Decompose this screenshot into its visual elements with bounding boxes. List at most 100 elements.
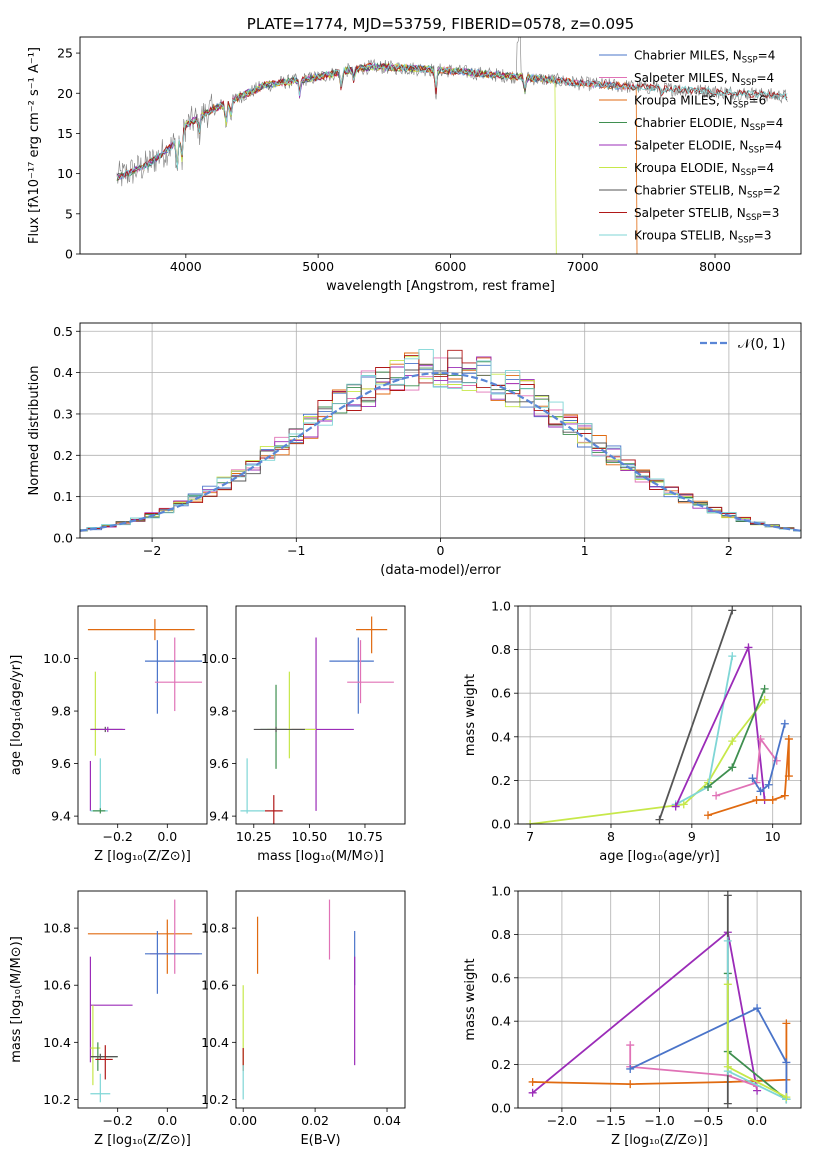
- y-tick-label: 0.4: [53, 365, 73, 380]
- legend-entry: Chabrier MILES, NSSP=4: [634, 49, 775, 66]
- y-tick-label: 1.0: [491, 884, 511, 899]
- y-tick-label: 10.2: [43, 1092, 71, 1107]
- age-vs-Z-panel: −0.2 0.0 9.4 9.6 9.8 10.0 Z [log₁₀(Z/Z⊙)] age […: [9, 605, 208, 864]
- y-tick-label: 15: [57, 126, 73, 141]
- weight-marker: [723, 936, 732, 945]
- y-tick-label: 9.4: [209, 809, 229, 824]
- weight-line: [674, 644, 766, 807]
- x-tick-label: 10.50: [291, 829, 327, 844]
- y-tick-label: 0.4: [491, 729, 511, 744]
- y-tick-label: 0.0: [491, 817, 511, 832]
- y-tick-label: 0.4: [491, 1014, 511, 1029]
- legend-value: =4: [764, 139, 782, 153]
- age-vs-mass-plot-area: [240, 616, 394, 824]
- legend-value: =6: [749, 94, 767, 108]
- legend-entry: Salpeter ELODIE, NSSP=4: [634, 139, 782, 156]
- weight-marker: [728, 737, 737, 746]
- age-vs-Z-plot-area: [87, 619, 203, 814]
- legend-subscript: SSP: [741, 168, 757, 178]
- y-tick-label: 0.3: [53, 406, 73, 421]
- weight-marker: [728, 652, 737, 661]
- legend-value: =4: [758, 49, 776, 63]
- legend-subscript: SSP: [742, 56, 758, 66]
- weight-marker: [671, 802, 680, 811]
- weight-marker: [768, 796, 777, 805]
- weight-marker: [782, 1093, 791, 1102]
- x-tick-label: 0.02: [301, 1113, 329, 1128]
- x-tick-label: 1: [581, 543, 589, 558]
- legend-entry: 𝒩(0, 1): [738, 337, 785, 352]
- spectrum-model-kroupa-stelib: [116, 61, 788, 180]
- x-tick-label: 10: [765, 829, 781, 844]
- x-tick-label: −0.2: [103, 1113, 133, 1128]
- weight-vs-Z-plot-area: [528, 891, 791, 1108]
- spectrum-model-chabrier-elodie: [116, 62, 556, 181]
- x-tick-label: −2.0: [547, 1113, 577, 1128]
- legend-subscript: SSP: [750, 123, 766, 133]
- weight-marker: [728, 606, 737, 615]
- y-tick-label: 0: [65, 247, 73, 262]
- y-tick-label: 10.0: [43, 651, 71, 666]
- y-tick-label: 9.4: [51, 809, 71, 824]
- legend-subscript: SSP: [733, 101, 749, 111]
- spectrum-model-kroupa-elodie: [173, 63, 557, 254]
- x-tick-label: −0.5: [693, 1113, 723, 1128]
- x-axis-label: E(B-V): [300, 1133, 340, 1148]
- x-tick-label: −1.0: [644, 1113, 674, 1128]
- mass-vs-EBV-panel: 0.00 0.02 0.04 10.2 10.4 10.6 10.8 E(B-V): [201, 890, 406, 1148]
- spectrum-model-salpeter-stelib: [116, 62, 788, 181]
- y-axis-label: mass weight: [463, 674, 478, 756]
- x-tick-label: 0.0: [747, 1113, 767, 1128]
- x-axis-label: (data-model)/error: [380, 563, 501, 578]
- x-tick-label: 0.0: [157, 829, 177, 844]
- legend-value: =2: [763, 184, 781, 198]
- weight-marker: [728, 763, 737, 772]
- weight-marker: [760, 684, 769, 693]
- x-axis-label: mass [log₁₀(M/M⊙)]: [257, 849, 384, 864]
- histogram-salpeter-stelib: [80, 349, 801, 532]
- x-tick-label: 6000: [435, 259, 467, 274]
- x-tick-label: 2: [725, 543, 733, 558]
- legend-entry: Chabrier STELIB, NSSP=2: [634, 184, 781, 201]
- weight-line: [629, 1045, 758, 1088]
- weight-marker: [723, 1062, 732, 1071]
- x-tick-label: −1: [287, 543, 305, 558]
- x-axis-label: Z [log₁₀(Z/Z⊙)]: [94, 1133, 191, 1148]
- x-tick-label: 8000: [699, 259, 731, 274]
- chart-title: PLATE=1774, MJD=53759, FIBERID=0578, z=0…: [247, 15, 634, 33]
- weight-marker: [723, 891, 732, 900]
- x-tick-label: −1.5: [596, 1113, 626, 1128]
- weight-marker: [784, 772, 793, 781]
- x-tick-label: 0.00: [229, 1113, 257, 1128]
- y-axis-label: Normed distribution: [27, 366, 42, 496]
- legend-entry: Salpeter MILES, NSSP=4: [634, 71, 774, 88]
- y-tick-label: 10.2: [201, 1092, 229, 1107]
- y-tick-label: 25: [57, 46, 73, 61]
- weight-marker: [679, 800, 688, 809]
- weight-marker: [782, 1058, 791, 1067]
- weight-line: [675, 655, 734, 806]
- x-tick-label: 0.0: [157, 1113, 177, 1128]
- y-tick-label: 0.2: [491, 773, 511, 788]
- weight-marker: [528, 1088, 537, 1097]
- legend-value: =3: [762, 206, 780, 220]
- y-tick-label: 0.8: [491, 927, 511, 942]
- weight-marker: [712, 791, 721, 800]
- y-tick-label: 10: [57, 166, 73, 181]
- y-tick-label: 9.8: [209, 704, 229, 719]
- y-axis-label: age [log₁₀(age/yr)]: [9, 655, 24, 776]
- spectrum-panel: 4000 5000 6000 7000 8000 0 5 10 15 20 25 wavelength…: [27, 15, 802, 294]
- y-tick-label: 0.8: [491, 642, 511, 657]
- x-tick-label: 8: [607, 829, 615, 844]
- age-vs-Z-frame: [77, 605, 208, 825]
- x-tick-label: 7: [526, 829, 534, 844]
- y-tick-label: 0.2: [53, 448, 73, 463]
- x-tick-label: −2: [143, 543, 161, 558]
- weight-marker: [782, 1019, 791, 1028]
- x-tick-label: 0: [437, 543, 445, 558]
- y-tick-label: 0.0: [491, 1101, 511, 1116]
- weight-line: [529, 699, 766, 824]
- x-tick-label: 4000: [170, 259, 202, 274]
- x-tick-label: 0.04: [373, 1113, 401, 1128]
